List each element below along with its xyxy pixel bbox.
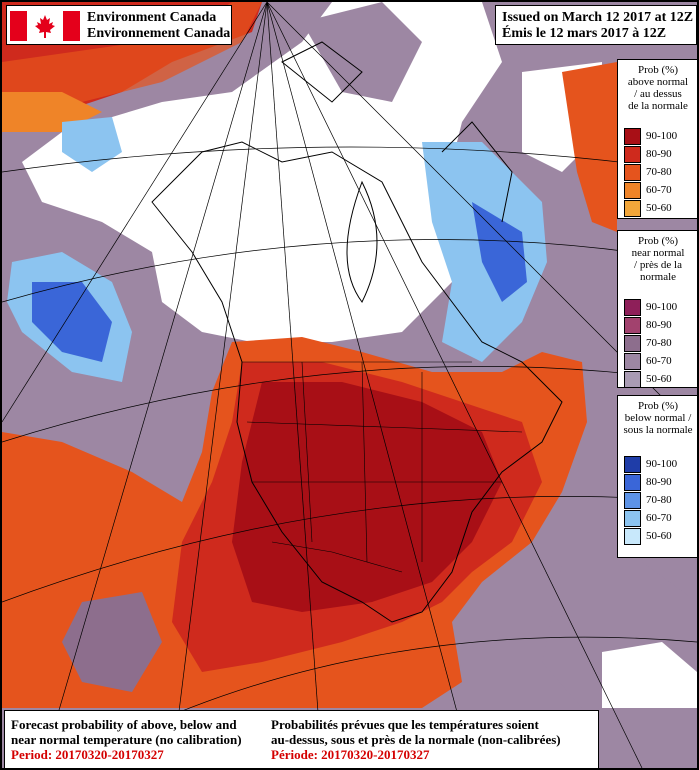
legend-below-title-line: Prob (%)	[637, 400, 679, 412]
legend-near-class: 90-100	[624, 299, 697, 316]
caption-english: Forecast probability of above, below and…	[11, 717, 242, 762]
legend-above-title-line: de la normale	[628, 100, 688, 112]
below-normal-core-quebec	[472, 202, 527, 302]
period-french: Période: 20170320-20170327	[271, 747, 430, 762]
legend-below-class: 50-60	[624, 528, 697, 545]
legend-swatch	[624, 200, 641, 217]
legend-class-label: 50-60	[646, 202, 672, 214]
caption-french-line1: Probabilités prévues que les température…	[271, 717, 539, 732]
legend-near-title-line: / près de la	[634, 259, 682, 271]
legend-above-class: 90-100	[624, 128, 697, 145]
legend-above-title: Prob (%) above normal / au dessus de la …	[618, 60, 697, 112]
legend-swatch	[624, 317, 641, 334]
legend-above-title-line: Prob (%)	[637, 64, 679, 76]
below-normal-core-pacific	[32, 282, 112, 362]
flag-right-band	[63, 11, 80, 41]
legend-below-title: Prob (%) below normal / sous la normale	[618, 396, 697, 436]
issued-french: Émis le 12 mars 2017 à 12Z	[502, 26, 667, 41]
brand-english: Environment Canada	[87, 10, 217, 25]
legend-swatch	[624, 371, 641, 388]
legend-class-label: 70-80	[646, 166, 672, 178]
legend-above-class: 50-60	[624, 200, 697, 217]
political-boundaries	[242, 361, 523, 573]
legend-class-label: 70-80	[646, 494, 672, 506]
footer-caption: Forecast probability of above, below and…	[4, 710, 599, 768]
legend-above-class: 80-90	[624, 146, 697, 163]
legend-below-title-line: below normal /	[624, 412, 692, 424]
legend-above-class: 60-70	[624, 182, 697, 199]
legend-near-title-line: near normal	[631, 247, 685, 259]
legend-swatch	[624, 456, 641, 473]
legend-below-normal: Prob (%) below normal / sous la normale …	[617, 395, 697, 558]
legend-below-class: 60-70	[624, 510, 697, 527]
maple-leaf-icon	[35, 15, 55, 38]
flag-left-band	[10, 11, 27, 41]
legend-near-title-line: Prob (%)	[637, 235, 679, 247]
legend-class-label: 90-100	[646, 301, 678, 313]
near-normal-region-pacific-south	[62, 592, 162, 692]
legend-swatch	[624, 510, 641, 527]
legend-above-class: 70-80	[624, 164, 697, 181]
legend-above-title-line: above normal	[627, 76, 689, 88]
legend-class-label: 80-90	[646, 319, 672, 331]
issued-date-box: Issued on March 12 2017 at 12Z Émis le 1…	[495, 5, 697, 45]
legend-class-label: 60-70	[646, 512, 672, 524]
legend-near-class: 70-80	[624, 335, 697, 352]
legend-near-class: 50-60	[624, 371, 697, 388]
legend-class-label: 60-70	[646, 184, 672, 196]
legend-above-title-line: / au dessus	[634, 88, 682, 100]
caption-french-line2: au-dessus, sous et près de la normale (n…	[271, 732, 561, 747]
legend-class-label: 90-100	[646, 130, 678, 142]
legend-near-class: 60-70	[624, 353, 697, 370]
canada-flag-icon	[10, 11, 80, 41]
legend-swatch	[624, 182, 641, 199]
legend-below-class: 90-100	[624, 456, 697, 473]
legend-near-normal: Prob (%) near normal / près de la normal…	[617, 230, 697, 388]
legend-swatch	[624, 299, 641, 316]
legend-class-label: 90-100	[646, 458, 678, 470]
no-signal-region-caribbean	[602, 642, 697, 708]
legend-swatch	[624, 164, 641, 181]
caption-french: Probabilités prévues que les température…	[271, 717, 561, 762]
near-normal-region-arctic	[302, 2, 422, 102]
legend-below-title-line: sous la normale	[623, 424, 693, 436]
caption-english-line2: near normal temperature (no calibration)	[11, 732, 242, 747]
above-normal-region-greenland	[562, 62, 617, 232]
legend-swatch	[624, 492, 641, 509]
legend-above-normal: Prob (%) above normal / au dessus de la …	[617, 59, 697, 219]
caption-english-line1: Forecast probability of above, below and	[11, 717, 237, 732]
below-normal-region-alaska	[62, 117, 122, 172]
legend-class-label: 60-70	[646, 355, 672, 367]
legend-below-class: 70-80	[624, 492, 697, 509]
legend-swatch	[624, 128, 641, 145]
legend-near-class: 80-90	[624, 317, 697, 334]
legend-swatch	[624, 474, 641, 491]
brand-french: Environnement Canada	[87, 26, 231, 41]
legend-swatch	[624, 335, 641, 352]
legend-near-title-line: normale	[639, 271, 677, 283]
environment-canada-brand: Environment Canada Environnement Canada	[6, 5, 232, 45]
legend-swatch	[624, 146, 641, 163]
period-english: Period: 20170320-20170327	[11, 747, 164, 762]
legend-swatch	[624, 353, 641, 370]
legend-below-class: 80-90	[624, 474, 697, 491]
legend-near-title: Prob (%) near normal / près de la normal…	[618, 231, 697, 283]
legend-class-label: 80-90	[646, 476, 672, 488]
coastlines	[151, 41, 563, 623]
legend-class-label: 50-60	[646, 373, 672, 385]
legend-class-label: 70-80	[646, 337, 672, 349]
issued-english: Issued on March 12 2017 at 12Z	[502, 10, 694, 25]
legend-swatch	[624, 528, 641, 545]
legend-class-label: 50-60	[646, 530, 672, 542]
legend-class-label: 80-90	[646, 148, 672, 160]
